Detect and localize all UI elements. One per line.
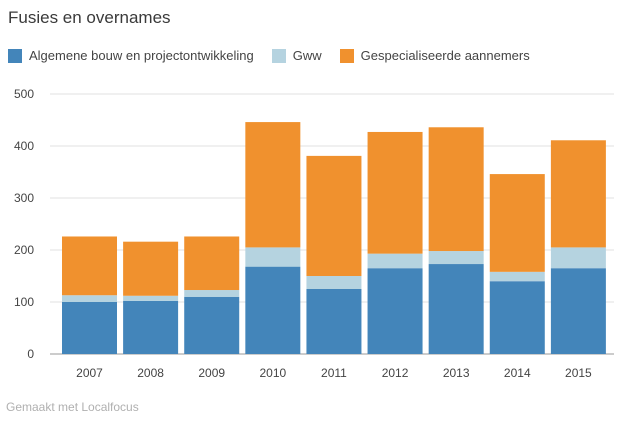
bar-2008-series-2[interactable] — [123, 241, 179, 296]
bar-2011-series-2[interactable] — [306, 155, 362, 276]
legend-item-gespecialiseerde-aannemers[interactable]: Gespecialiseerde aannemers — [339, 48, 530, 63]
bar-2009-series-1[interactable] — [184, 290, 240, 297]
legend-swatch-algemene-bouw — [8, 48, 22, 63]
bar-2010-series-1[interactable] — [245, 247, 301, 267]
footer-credit[interactable]: Gemaakt met Localfocus — [6, 400, 139, 414]
legend-item-algemene-bouw[interactable]: Algemene bouw en projectontwikkeling — [8, 48, 254, 63]
bar-2014-series-0[interactable] — [489, 281, 545, 354]
legend-label-gww: Gww — [292, 48, 322, 63]
chart-legend: Algemene bouw en projectontwikkeling Gww… — [8, 48, 548, 63]
bar-2013-series-1[interactable] — [428, 251, 484, 265]
bar-2015-series-2[interactable] — [550, 140, 606, 248]
bar-2007-series-1[interactable] — [62, 295, 117, 302]
bar-2013-series-0[interactable] — [428, 264, 484, 354]
y-tick-label-500: 500 — [14, 87, 34, 101]
bar-2007-series-2[interactable] — [62, 236, 117, 296]
bar-2011-series-1[interactable] — [306, 276, 362, 289]
bar-2012-series-0[interactable] — [367, 268, 423, 354]
bar-2012-series-2[interactable] — [367, 131, 423, 254]
bar-2011-series-0[interactable] — [306, 289, 362, 354]
x-tick-label-2008: 2008 — [137, 366, 164, 380]
y-tick-label-200: 200 — [14, 243, 34, 257]
bar-2010-series-0[interactable] — [245, 266, 301, 354]
x-tick-label-2014: 2014 — [504, 366, 531, 380]
legend-item-gww[interactable]: Gww — [271, 48, 322, 63]
legend-label-gespecialiseerde-aannemers: Gespecialiseerde aannemers — [360, 48, 530, 63]
legend-swatch-gespecialiseerde-aannemers — [339, 48, 354, 63]
x-tick-label-2011: 2011 — [321, 366, 347, 380]
bar-2015-series-1[interactable] — [550, 247, 606, 269]
bar-2009-series-0[interactable] — [184, 296, 240, 354]
y-tick-label-300: 300 — [14, 191, 34, 205]
y-tick-label-400: 400 — [14, 139, 34, 153]
bar-2008-series-1[interactable] — [123, 295, 179, 301]
x-tick-label-2015: 2015 — [565, 366, 592, 380]
x-tick-label-2009: 2009 — [198, 366, 225, 380]
x-tick-label-2007: 2007 — [76, 366, 103, 380]
legend-label-algemene-bouw: Algemene bouw en projectontwikkeling — [29, 48, 254, 63]
x-tick-label-2013: 2013 — [443, 366, 470, 380]
legend-swatch-gww — [271, 48, 286, 63]
bar-2013-series-2[interactable] — [428, 127, 484, 252]
bar-2014-series-2[interactable] — [489, 174, 545, 272]
bar-2014-series-1[interactable] — [489, 271, 545, 282]
x-tick-label-2012: 2012 — [382, 366, 409, 380]
bar-2012-series-1[interactable] — [367, 253, 423, 269]
bar-2010-series-2[interactable] — [245, 122, 301, 248]
y-tick-label-100: 100 — [14, 295, 34, 309]
y-tick-label-0: 0 — [27, 347, 34, 361]
bar-2008-series-0[interactable] — [123, 300, 179, 354]
bar-2007-series-0[interactable] — [62, 302, 117, 354]
bar-2009-series-2[interactable] — [184, 236, 240, 291]
bar-2015-series-0[interactable] — [550, 268, 606, 354]
x-tick-label-2010: 2010 — [259, 366, 286, 380]
chart-title: Fusies en overnames — [8, 8, 171, 27]
